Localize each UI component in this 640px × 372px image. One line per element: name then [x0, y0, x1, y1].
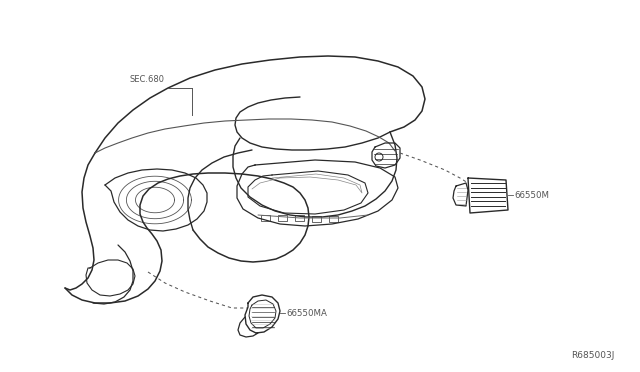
- Text: 66550MA: 66550MA: [286, 308, 327, 317]
- Bar: [295, 215, 304, 221]
- Bar: [261, 215, 270, 221]
- Text: SEC.680: SEC.680: [130, 75, 165, 84]
- Bar: [329, 216, 338, 222]
- Text: 66550M: 66550M: [514, 190, 549, 199]
- Bar: [278, 215, 287, 221]
- Text: R685003J: R685003J: [572, 351, 615, 360]
- Bar: [312, 216, 321, 222]
